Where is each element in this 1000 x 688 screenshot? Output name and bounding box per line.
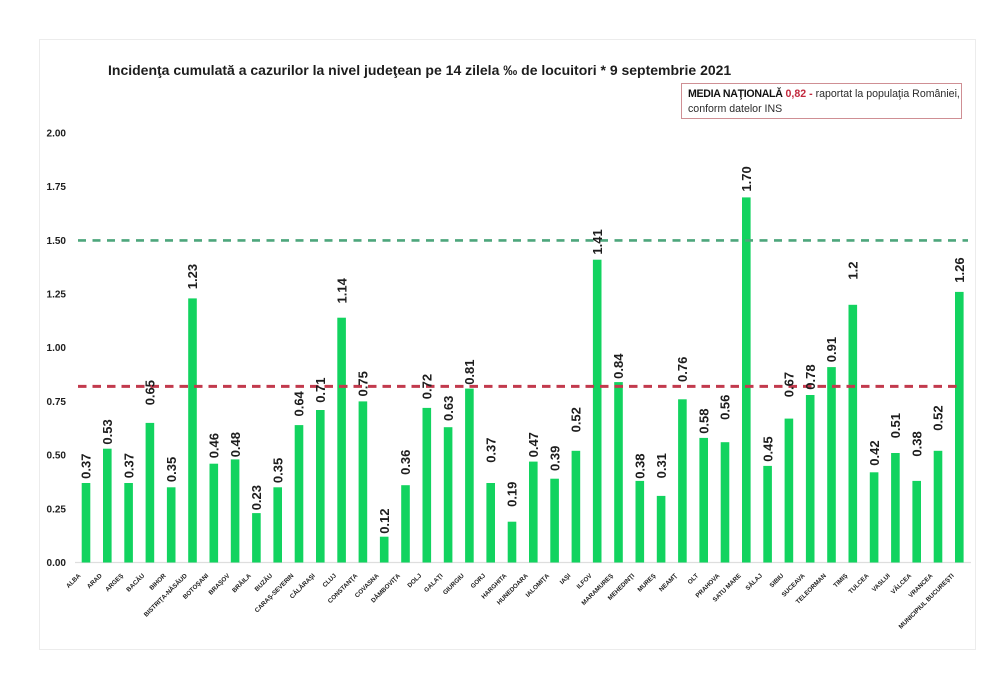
svg-text:0.53: 0.53 — [100, 419, 115, 444]
svg-text:1.14: 1.14 — [334, 277, 349, 303]
svg-text:IAŞI: IAŞI — [559, 572, 573, 586]
svg-text:SIBIU: SIBIU — [768, 572, 785, 589]
svg-text:BRĂILA: BRĂILA — [230, 571, 254, 595]
svg-text:0.64: 0.64 — [292, 390, 307, 416]
svg-text:1.41: 1.41 — [590, 229, 605, 254]
svg-text:0.75: 0.75 — [356, 371, 371, 396]
svg-text:0.78: 0.78 — [803, 364, 818, 389]
svg-text:DOLJ: DOLJ — [406, 572, 423, 589]
svg-text:CLUJ: CLUJ — [321, 572, 338, 589]
svg-text:0.38: 0.38 — [909, 431, 924, 456]
svg-text:VASLUI: VASLUI — [871, 572, 892, 593]
svg-text:0.36: 0.36 — [398, 450, 413, 475]
svg-text:0.12: 0.12 — [377, 508, 392, 533]
svg-text:0.91: 0.91 — [824, 337, 839, 362]
svg-text:0.47: 0.47 — [526, 432, 541, 457]
svg-text:0.84: 0.84 — [611, 353, 626, 379]
svg-text:0.58: 0.58 — [696, 408, 711, 433]
svg-text:0.52: 0.52 — [569, 407, 584, 432]
svg-text:1.00: 1.00 — [47, 343, 67, 354]
svg-text:ALBA: ALBA — [65, 572, 83, 590]
svg-text:0.45: 0.45 — [760, 436, 775, 461]
svg-text:0.46: 0.46 — [207, 433, 222, 458]
svg-text:0.31: 0.31 — [654, 453, 669, 478]
svg-text:0.75: 0.75 — [47, 397, 67, 408]
svg-text:0.37: 0.37 — [121, 453, 136, 478]
svg-text:0.65: 0.65 — [143, 380, 158, 405]
svg-text:MUREŞ: MUREŞ — [636, 572, 657, 593]
svg-text:0.52: 0.52 — [931, 405, 946, 430]
svg-text:IALOMIŢA: IALOMIŢA — [525, 572, 552, 599]
svg-text:0.19: 0.19 — [505, 482, 520, 507]
svg-text:0.67: 0.67 — [782, 372, 797, 397]
svg-text:0.48: 0.48 — [228, 432, 243, 457]
svg-text:0.56: 0.56 — [718, 395, 733, 420]
svg-text:0.00: 0.00 — [47, 558, 67, 569]
svg-text:0.71: 0.71 — [313, 377, 328, 402]
svg-text:0.72: 0.72 — [420, 374, 435, 399]
svg-text:OLT: OLT — [687, 572, 701, 586]
svg-text:CARAŞ-SEVERIN: CARAŞ-SEVERIN — [254, 572, 296, 614]
svg-text:0.63: 0.63 — [441, 396, 456, 421]
svg-text:1.75: 1.75 — [47, 182, 67, 193]
svg-text:TIMIŞ: TIMIŞ — [832, 572, 849, 589]
svg-text:ARAD: ARAD — [86, 572, 104, 590]
svg-text:0.50: 0.50 — [47, 451, 67, 462]
svg-text:0.23: 0.23 — [249, 485, 264, 510]
svg-text:0.51: 0.51 — [888, 413, 903, 438]
svg-text:0.35: 0.35 — [270, 458, 285, 483]
svg-text:BRAŞOV: BRAŞOV — [208, 572, 233, 597]
svg-text:0.76: 0.76 — [675, 357, 690, 382]
svg-text:ILFOV: ILFOV — [576, 572, 595, 591]
svg-text:GORJ: GORJ — [470, 572, 488, 590]
svg-text:NEAMŢ: NEAMŢ — [658, 572, 679, 593]
svg-text:BACĂU: BACĂU — [124, 571, 147, 594]
svg-text:0.25: 0.25 — [47, 504, 67, 515]
svg-text:1.2: 1.2 — [846, 262, 861, 280]
svg-text:TULCEA: TULCEA — [848, 572, 871, 595]
svg-text:ARGEŞ: ARGEŞ — [104, 572, 125, 593]
svg-text:1.23: 1.23 — [185, 264, 200, 289]
svg-text:0.81: 0.81 — [462, 359, 477, 384]
svg-text:1.70: 1.70 — [739, 166, 754, 191]
svg-text:2.00: 2.00 — [47, 129, 67, 140]
svg-text:BIHOR: BIHOR — [148, 572, 168, 592]
svg-text:1.25: 1.25 — [47, 290, 67, 301]
svg-text:0.42: 0.42 — [867, 440, 882, 465]
svg-text:1.50: 1.50 — [47, 236, 67, 247]
svg-text:GIURGIU: GIURGIU — [442, 572, 466, 596]
svg-text:0.37: 0.37 — [483, 437, 498, 462]
svg-text:0.39: 0.39 — [547, 446, 562, 471]
svg-text:0.38: 0.38 — [633, 453, 648, 478]
svg-text:1.26: 1.26 — [952, 257, 967, 282]
svg-text:BUZĂU: BUZĂU — [252, 571, 274, 593]
svg-text:SĂLAJ: SĂLAJ — [743, 571, 764, 592]
svg-text:0.35: 0.35 — [164, 457, 179, 482]
svg-text:0.37: 0.37 — [79, 453, 94, 478]
